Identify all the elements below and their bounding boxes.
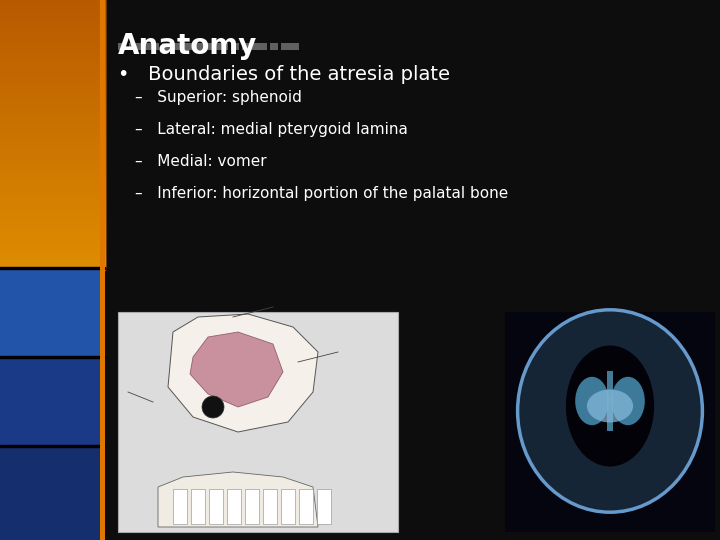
Ellipse shape	[566, 346, 654, 467]
Polygon shape	[158, 472, 318, 527]
Bar	[129, 43, 159, 50]
Bar	[281, 489, 295, 524]
Bar	[0, 364, 105, 451]
Text: –   Medial: vomer: – Medial: vomer	[135, 154, 266, 169]
Bar	[505, 312, 715, 532]
Bar	[173, 43, 228, 50]
Text: Anatomy: Anatomy	[118, 32, 257, 60]
Text: –   Inferior: horizontal portion of the palatal bone: – Inferior: horizontal portion of the pa…	[135, 186, 508, 201]
Ellipse shape	[611, 377, 645, 425]
Ellipse shape	[587, 389, 633, 422]
Bar	[0, 269, 105, 356]
Bar	[191, 489, 205, 524]
Ellipse shape	[518, 310, 703, 512]
Bar	[299, 489, 313, 524]
Ellipse shape	[202, 396, 224, 418]
Bar	[263, 489, 277, 524]
Polygon shape	[168, 314, 318, 432]
Bar	[0, 270, 105, 362]
Bar	[0, 358, 105, 445]
Bar	[0, 447, 105, 540]
Ellipse shape	[575, 377, 609, 425]
Bar	[162, 43, 170, 50]
Text: •   Boundaries of the atresia plate: • Boundaries of the atresia plate	[118, 65, 450, 84]
Bar	[209, 489, 223, 524]
Bar	[317, 489, 331, 524]
Bar	[231, 43, 239, 50]
Bar	[607, 371, 613, 431]
Bar	[173, 489, 187, 524]
Bar	[281, 43, 299, 50]
Bar	[118, 312, 398, 532]
Bar	[270, 43, 278, 50]
Text: –   Superior: sphenoid: – Superior: sphenoid	[135, 90, 302, 105]
Text: –   Lateral: medial pterygoid lamina: – Lateral: medial pterygoid lamina	[135, 122, 408, 137]
Polygon shape	[190, 332, 283, 407]
Bar	[0, 453, 105, 540]
Bar	[227, 489, 241, 524]
Bar	[245, 489, 259, 524]
Bar	[242, 43, 267, 50]
Bar	[118, 43, 126, 50]
Bar	[100, 0, 105, 540]
